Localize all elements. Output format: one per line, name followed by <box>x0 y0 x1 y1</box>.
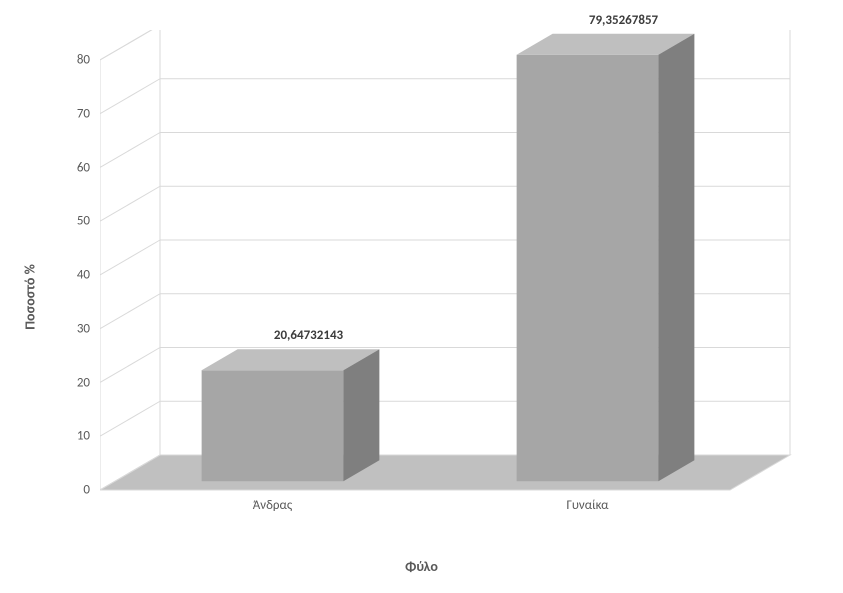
y-tick-label: 20 <box>60 375 90 390</box>
chart-svg <box>100 30 800 510</box>
y-axis-label: Ποσοστό % <box>22 264 39 330</box>
bar-front <box>517 55 659 482</box>
y-tick-label: 10 <box>60 429 90 444</box>
bar-side <box>343 349 379 481</box>
side-wall <box>100 30 160 490</box>
y-tick-label: 70 <box>60 106 90 121</box>
data-label: 79,35267857 <box>589 13 658 28</box>
chart-container: Ποσοστό % Φύλο 0 10 20 30 40 50 60 70 80 Άνδρας Γυ… <box>0 0 843 593</box>
x-axis-label: Φύλο <box>0 558 843 575</box>
bar-side <box>658 34 694 482</box>
y-tick-label: 30 <box>60 321 90 336</box>
data-label: 20,64732143 <box>274 328 343 343</box>
plot-area: 01020304050607080ΆνδραςΓυναίκα20,6473214… <box>100 30 800 510</box>
x-tick-label: Άνδρας <box>253 498 293 513</box>
bar-front <box>202 370 344 481</box>
y-tick-label: 80 <box>60 53 90 68</box>
x-tick-label: Γυναίκα <box>566 498 608 513</box>
y-tick-label: 60 <box>60 160 90 175</box>
y-tick-label: 0 <box>60 483 90 498</box>
y-tick-label: 50 <box>60 214 90 229</box>
y-tick-label: 40 <box>60 268 90 283</box>
